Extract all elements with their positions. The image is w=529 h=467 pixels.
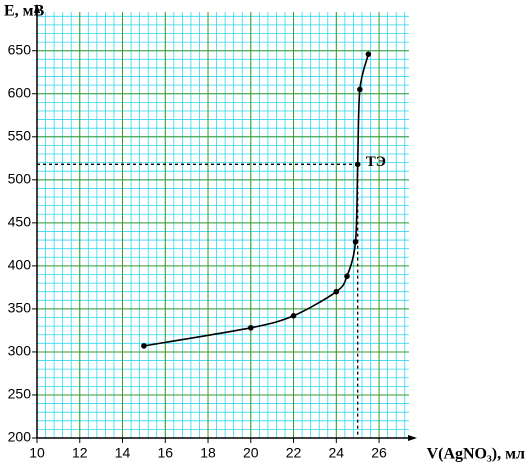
point [357,86,363,93]
x-tick-label: 26 [371,445,387,461]
y-tick-label: 650 [8,41,32,57]
x-tick-label: 10 [29,445,45,461]
y-tick-label: 500 [8,171,32,187]
point [344,273,350,280]
point [333,288,340,295]
curve [143,53,370,347]
y-axis-arrow [34,4,40,13]
x-tick-label: 12 [72,445,88,461]
y-tick-label: 350 [8,300,32,316]
point [354,161,361,168]
y-tick-label: 400 [8,257,32,273]
y-axis-label: E, мВ [4,3,45,20]
point [365,51,372,57]
point [352,238,359,245]
y-tick-label: 200 [8,429,32,445]
x-tick-label: 24 [329,445,345,461]
point [141,343,147,349]
y-tick-label: 600 [8,84,32,100]
x-tick-label: 14 [115,445,131,461]
x-tick-label: 16 [157,445,173,461]
point [290,312,297,319]
y-tick-label: 300 [8,343,32,359]
y-tick-label: 550 [8,127,32,143]
y-tick-label: 450 [8,214,32,230]
point [247,325,254,331]
x-tick-label: 22 [286,445,302,461]
x-tick-label: 20 [243,445,259,461]
x-tick-label: 18 [200,445,216,461]
annotation: ТЭ [366,154,386,170]
x-axis-label: V(AgNO₃), мл [427,446,525,463]
x-axis-arrow [408,435,417,441]
y-tick-label: 250 [8,386,32,402]
